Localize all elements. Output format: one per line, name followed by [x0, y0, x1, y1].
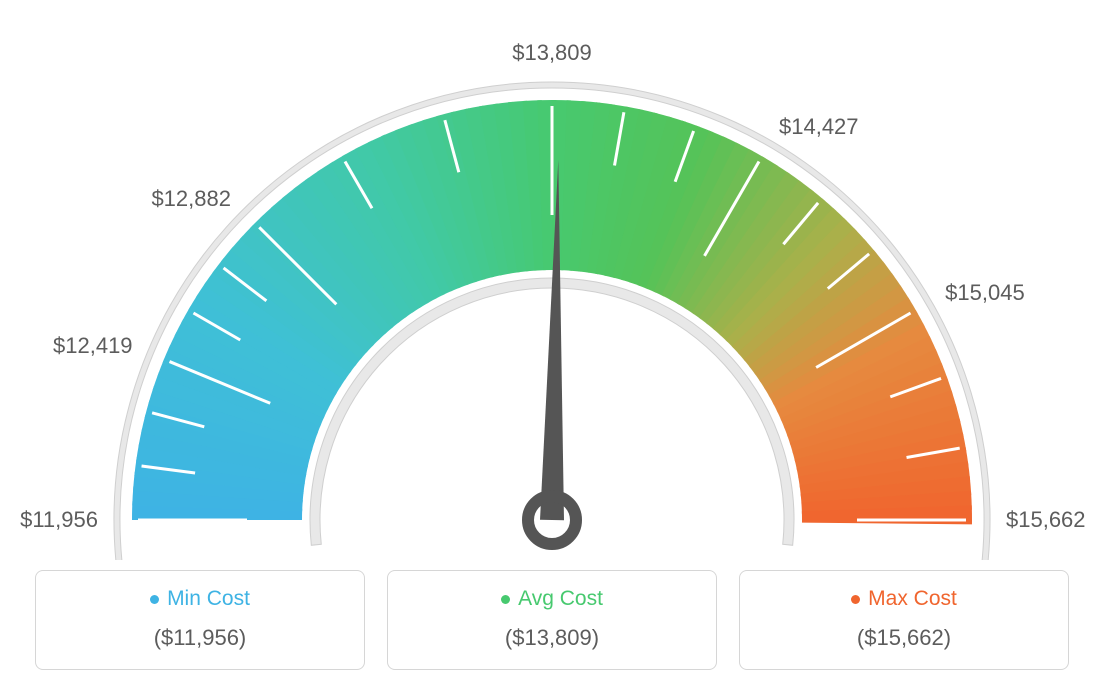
avg-cost-title: Avg Cost [388, 587, 716, 611]
min-cost-card: Min Cost ($11,956) [35, 570, 365, 670]
min-cost-title: Min Cost [36, 587, 364, 611]
dot-icon [501, 595, 510, 604]
cost-gauge-infographic: $11,956 $12,419 $12,882 $13,809 $14,427 $15,0… [0, 0, 1104, 690]
min-cost-value: ($11,956) [36, 625, 364, 651]
avg-cost-value: ($13,809) [388, 625, 716, 651]
avg-cost-card: Avg Cost ($13,809) [387, 570, 717, 670]
dot-icon [851, 595, 860, 604]
gauge-tick-label: $11,956 [20, 507, 98, 533]
gauge-area: $11,956 $12,419 $12,882 $13,809 $14,427 $15,0… [0, 0, 1104, 560]
gauge-svg [82, 30, 1022, 560]
max-cost-title: Max Cost [740, 587, 1068, 611]
avg-cost-label: Avg Cost [518, 587, 603, 611]
max-cost-value: ($15,662) [740, 625, 1068, 651]
min-cost-label: Min Cost [167, 587, 250, 611]
dot-icon [150, 595, 159, 604]
gauge-tick-label: $14,427 [779, 114, 859, 140]
summary-cards-row: Min Cost ($11,956) Avg Cost ($13,809) Ma… [0, 570, 1104, 670]
gauge-tick-label: $12,419 [53, 333, 133, 359]
gauge-tick-label: $12,882 [151, 186, 231, 212]
gauge-tick-label: $13,809 [512, 40, 592, 66]
max-cost-label: Max Cost [868, 587, 957, 611]
gauge-tick-label: $15,662 [1006, 507, 1086, 533]
gauge-tick-label: $15,045 [945, 280, 1025, 306]
max-cost-card: Max Cost ($15,662) [739, 570, 1069, 670]
